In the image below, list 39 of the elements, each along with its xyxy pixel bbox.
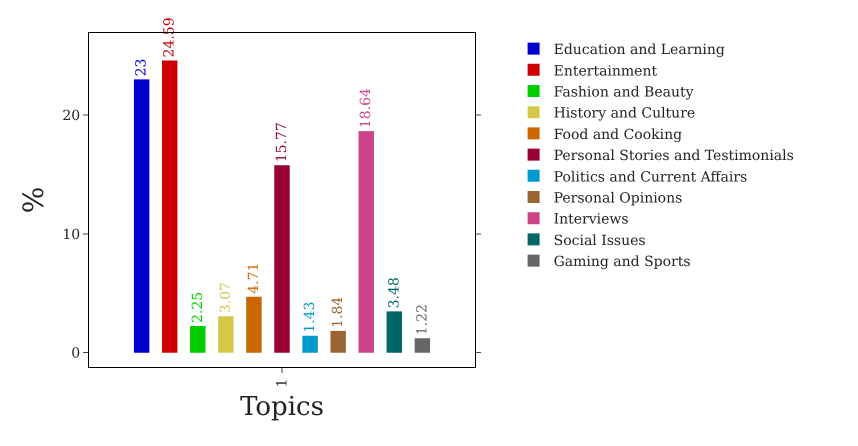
y-axis-title: % [17,186,50,214]
x-tick-label: 1 [274,378,291,388]
data-label: 2.25 [190,292,206,323]
bar [134,79,150,353]
x-axis-title: Topics [240,392,324,422]
y-tick-label: 10 [62,226,80,243]
data-label: 23 [134,58,150,76]
legend-label: Interviews [554,212,629,228]
legend-label: Personal Opinions [554,190,682,206]
data-label: 3.48 [386,277,402,308]
bar [274,165,290,353]
legend-label: History and Culture [554,106,696,122]
legend-label: Gaming and Sports [554,254,691,270]
bar [162,60,178,353]
bar [386,311,402,353]
data-label: 1.84 [330,296,346,328]
bar [246,296,262,353]
y-tick-label: 20 [62,108,80,124]
legend-label: Social Issues [554,232,646,249]
bar [218,316,234,353]
data-label: 15.77 [274,122,290,162]
data-label: 3.07 [218,282,234,314]
y-tick-label: 0 [71,346,80,362]
data-label: 1.22 [414,304,430,336]
bar [330,330,346,353]
bar [190,326,206,353]
data-label: 4.71 [246,262,262,294]
bar [414,338,430,353]
legend-label: Politics and Current Affairs [554,169,748,186]
legend-label: Fashion and Beauty [554,84,694,100]
legend-label: Entertainment [554,63,658,80]
legend-label: Personal Stories and Testimonials [554,148,794,164]
bar [358,131,374,353]
data-label: 1.43 [302,302,318,333]
data-label: 24.59 [162,17,178,58]
data-label: 18.64 [358,88,374,128]
bar [302,336,318,353]
legend-label: Food and Cooking [554,126,682,143]
legend-label: Education and Learning [554,42,725,58]
